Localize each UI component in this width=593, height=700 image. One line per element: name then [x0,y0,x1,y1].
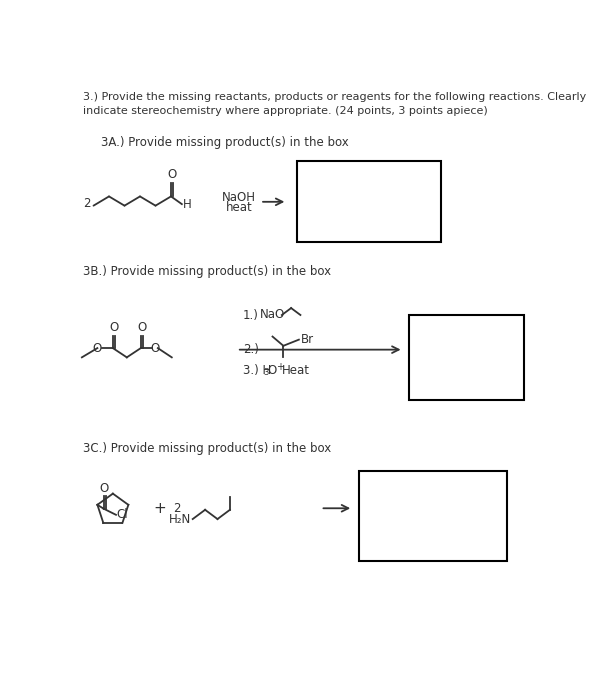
Text: 2: 2 [84,197,91,210]
Text: 3.) H: 3.) H [243,364,272,377]
Text: 3.) Provide the missing reactants, products or reagents for the following reacti: 3.) Provide the missing reactants, produ… [84,92,586,116]
Text: 3A.) Provide missing product(s) in the box: 3A.) Provide missing product(s) in the b… [101,136,349,149]
Text: O: O [93,342,102,355]
Text: +: + [153,500,166,516]
Text: 3: 3 [263,368,269,377]
Text: O: O [137,321,146,335]
Text: +: + [276,362,283,372]
Bar [359,470,506,561]
Text: 3B.) Provide missing product(s) in the box: 3B.) Provide missing product(s) in the b… [84,265,331,278]
Text: 2.): 2.) [243,343,259,356]
Text: 2: 2 [173,502,181,514]
Text: Cl: Cl [117,508,129,522]
Text: Br: Br [301,333,314,346]
Text: NaO: NaO [260,309,285,321]
Text: 1.): 1.) [243,309,259,321]
Text: O: O [150,342,160,355]
Text: 3C.) Provide missing product(s) in the box: 3C.) Provide missing product(s) in the b… [84,442,331,455]
Text: O: O [100,482,109,495]
Text: O: O [167,168,176,181]
Text: O: O [109,321,118,335]
Text: H: H [183,198,192,211]
Text: heat: heat [226,201,253,214]
Bar [409,315,524,400]
Text: Heat: Heat [282,364,310,377]
Text: NaOH: NaOH [222,190,256,204]
Text: H₂N: H₂N [169,512,191,526]
Bar [297,161,441,241]
Text: O: O [267,364,276,377]
